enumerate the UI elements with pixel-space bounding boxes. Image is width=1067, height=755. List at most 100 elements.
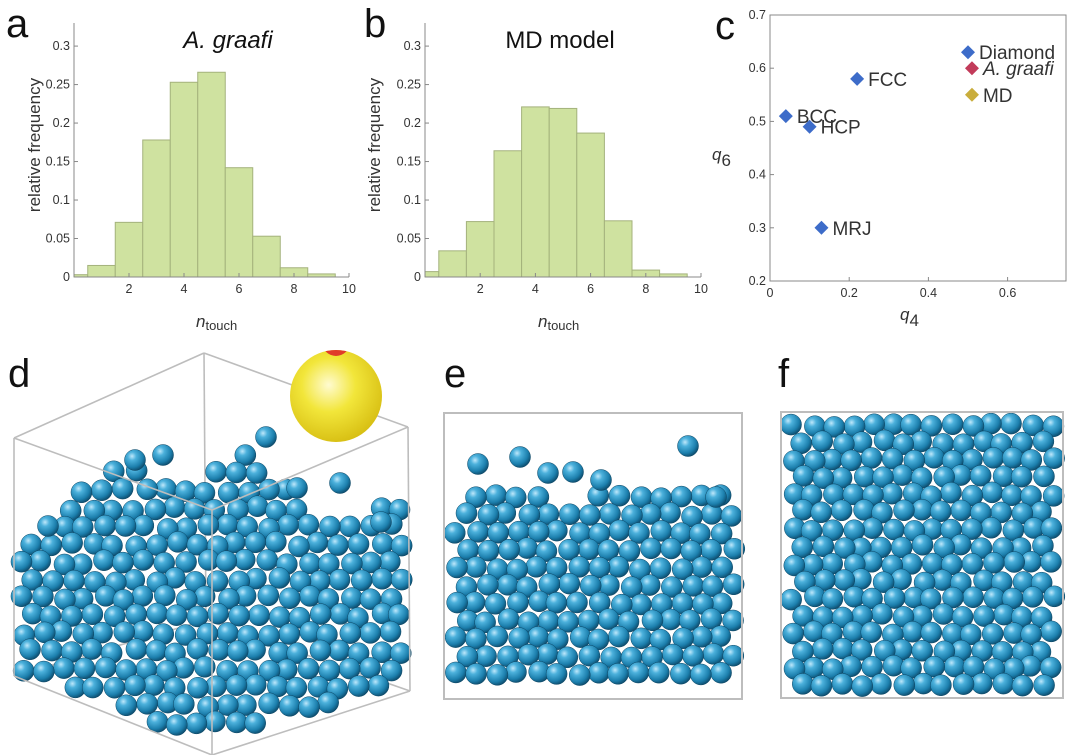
particle-sphere — [498, 538, 520, 561]
particle-sphere — [218, 588, 240, 610]
y-tick-label: 0.6 — [749, 61, 766, 75]
x-tick-label: 2 — [126, 282, 133, 296]
particle-sphere — [446, 556, 468, 579]
particle-sphere — [960, 623, 982, 646]
particle-sphere — [173, 693, 195, 715]
particle-sphere — [174, 624, 197, 646]
particle-sphere — [860, 621, 883, 643]
particle-sphere — [455, 502, 478, 524]
particle-sphere — [456, 645, 479, 668]
particle-sphere — [640, 537, 662, 560]
particle-sphere — [319, 515, 341, 538]
particle-sphere — [446, 591, 468, 614]
particle-sphere — [558, 539, 580, 561]
particle-sphere — [830, 499, 853, 522]
histogram-b-axes: 0 0.05 0.1 0.15 0.2 0.25 0.3 2 4 6 8 10 — [397, 23, 708, 296]
particle-sphere — [298, 696, 320, 718]
point-label: MD — [983, 86, 1013, 107]
particle-sphere — [860, 447, 883, 469]
particle-sphere — [821, 588, 844, 610]
x-tick-label: 8 — [642, 282, 649, 296]
particle-sphere — [257, 584, 280, 607]
particle-sphere — [1003, 551, 1025, 573]
particle-sphere — [568, 664, 591, 686]
particle-sphere — [371, 568, 393, 590]
particle-sphere — [670, 662, 692, 685]
particle-sphere — [566, 591, 588, 614]
particle-sphere — [911, 640, 933, 662]
particle-sphere — [822, 519, 844, 541]
panel-label-d: d — [8, 352, 31, 396]
particle-sphere — [929, 500, 952, 522]
panel-label-a: a — [6, 2, 29, 46]
particle-sphere — [558, 572, 581, 595]
particle-sphere — [465, 486, 487, 508]
histogram-bar — [576, 132, 605, 278]
particle-sphere — [103, 676, 126, 699]
particle-sphere — [659, 502, 681, 524]
particle-sphere — [41, 639, 63, 662]
particle-sphere — [557, 611, 579, 633]
particle-sphere — [215, 550, 238, 572]
particle-sphere — [165, 604, 188, 626]
sphere-pack-f — [780, 412, 1066, 697]
histogram-bar — [424, 271, 440, 278]
particle-sphere — [811, 638, 834, 660]
histogram-b-ylabel: relative frequency — [365, 77, 384, 212]
particle-sphere — [873, 429, 896, 452]
x-tick-label: 2 — [477, 282, 484, 296]
particle-sphere — [37, 515, 59, 537]
particle-sphere — [702, 643, 725, 665]
particle-sphere — [288, 535, 310, 558]
particle-sphere — [487, 521, 509, 544]
histogram-a-bars — [73, 71, 336, 278]
y-tick-label: 0.3 — [404, 39, 421, 53]
particle-sphere — [1040, 517, 1063, 539]
particle-sphere — [608, 519, 631, 542]
y-tick-label: 0.2 — [53, 116, 70, 130]
particle-sphere — [234, 444, 257, 466]
particle-sphere — [359, 622, 382, 644]
particle-sphere — [851, 675, 874, 697]
y-tick-label: 0.5 — [749, 114, 766, 128]
particle-sphere — [792, 673, 814, 695]
particle-sphere — [538, 573, 561, 595]
panel-label-b: b — [364, 2, 387, 46]
particle-sphere — [467, 453, 489, 475]
particle-sphere — [176, 589, 198, 611]
particle-sphere — [1033, 465, 1055, 488]
particle-sphere — [154, 584, 176, 607]
particle-sphere — [1011, 502, 1034, 525]
particle-sphere — [893, 674, 916, 696]
y-tick-label: 0.25 — [397, 78, 421, 92]
particle-sphere — [659, 608, 682, 631]
particle-sphere — [445, 661, 467, 684]
point-label: A. graafi — [982, 59, 1055, 80]
particle-sphere — [527, 486, 550, 508]
particle-sphere — [810, 501, 832, 524]
histogram-b-title: MD model — [505, 27, 614, 54]
particle-sphere — [700, 608, 723, 630]
particle-sphere — [782, 622, 804, 645]
particle-sphere — [1043, 585, 1066, 608]
particle-sphere — [246, 495, 269, 517]
particle-sphere — [1043, 447, 1065, 469]
particle-sphere — [660, 537, 682, 560]
particle-sphere — [186, 605, 209, 628]
particle-sphere — [981, 481, 1003, 504]
particle-sphere — [941, 553, 963, 576]
particle-sphere — [33, 660, 55, 683]
particle-sphere — [661, 576, 683, 598]
particle-sphere — [1000, 412, 1022, 435]
particle-sphere — [1020, 485, 1042, 507]
particle-sphere — [73, 657, 96, 680]
particle-sphere — [1020, 449, 1043, 471]
histogram-a-xlabel: ntouch — [196, 312, 237, 333]
y-tick-label: 0.2 — [749, 274, 766, 288]
particle-sphere — [225, 674, 248, 696]
particle-sphere — [277, 514, 299, 536]
histogram-bar — [465, 221, 495, 278]
histogram-bar — [548, 107, 578, 278]
particle-sphere — [124, 449, 146, 471]
